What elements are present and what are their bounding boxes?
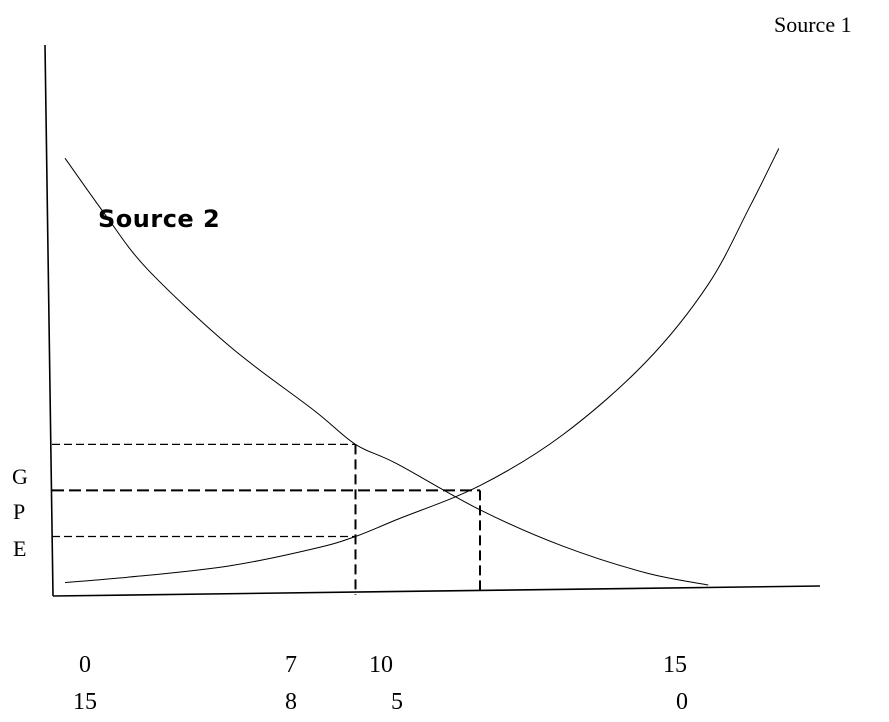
x-axis bbox=[52, 585, 821, 597]
curves bbox=[64, 148, 780, 586]
x-tick-row1-0: 0 bbox=[79, 652, 91, 678]
reference-lines bbox=[52, 443, 481, 595]
x-tick-row2-8: 8 bbox=[285, 689, 297, 715]
x-tick-row1-10: 10 bbox=[369, 652, 393, 678]
x-tick-row2-0: 0 bbox=[676, 689, 688, 715]
x-tick-row2-15: 15 bbox=[73, 689, 97, 715]
decreasing-curve bbox=[64, 157, 709, 586]
y-axis bbox=[44, 44, 54, 597]
y-label-e: E bbox=[13, 536, 26, 561]
source-1-label: Source 1 bbox=[774, 12, 852, 37]
increasing-curve bbox=[64, 148, 780, 584]
x-tick-row1-7: 7 bbox=[285, 652, 297, 678]
x-tick-row2-5: 5 bbox=[391, 689, 403, 715]
y-label-p: P bbox=[13, 499, 25, 524]
y-label-g: G bbox=[12, 464, 28, 489]
source-2-label: Source 2 bbox=[98, 205, 220, 233]
x-tick-row1-15: 15 bbox=[663, 652, 687, 678]
